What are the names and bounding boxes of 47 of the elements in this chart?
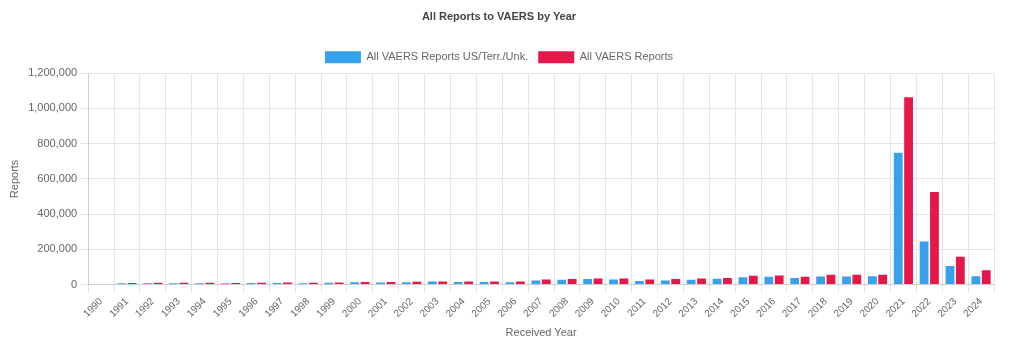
- bar: [593, 278, 603, 285]
- bar: [635, 280, 644, 285]
- bar: [971, 276, 981, 285]
- bar: [609, 279, 618, 285]
- bar: [567, 279, 577, 285]
- bar: [878, 274, 888, 285]
- bar: [479, 281, 489, 285]
- bar: [904, 97, 913, 285]
- bar: [583, 279, 593, 285]
- legend-label: All VAERS Reports US/Terr./Unk.: [366, 50, 529, 63]
- bar: [919, 241, 929, 285]
- bar: [945, 265, 955, 285]
- bar: [557, 279, 567, 285]
- y-tick-label: 400,000: [37, 207, 78, 220]
- bar: [412, 281, 422, 285]
- bar: [842, 276, 851, 285]
- bar: [893, 152, 903, 285]
- y-tick-label: 0: [71, 277, 78, 290]
- bar: [723, 277, 732, 285]
- y-tick-label: 600,000: [37, 171, 78, 184]
- chart-title: All Reports to VAERS by Year: [421, 9, 577, 22]
- y-tick-label: 1,000,000: [28, 101, 78, 114]
- y-tick-label: 1,200,000: [28, 66, 78, 79]
- bar: [790, 278, 800, 285]
- bar: [930, 191, 939, 285]
- bar: [774, 275, 784, 285]
- y-axis-title: Reports: [7, 159, 20, 199]
- bar: [816, 276, 825, 285]
- bar: [671, 279, 681, 285]
- bar: [852, 274, 862, 285]
- bar: [619, 278, 629, 285]
- y-tick-label: 200,000: [37, 242, 78, 255]
- bar: [697, 278, 706, 285]
- bar: [764, 276, 774, 285]
- bar: [748, 275, 758, 285]
- bar: [686, 279, 696, 285]
- bar: [645, 279, 655, 285]
- bar: [867, 276, 877, 285]
- bar: [981, 270, 991, 285]
- legend-label: All VAERS Reports: [579, 50, 674, 63]
- bar: [453, 281, 463, 285]
- bar: [738, 277, 748, 285]
- x-axis-title: Received Year: [505, 326, 577, 339]
- bar: [541, 279, 551, 285]
- bar: [955, 256, 965, 285]
- bar: [438, 281, 448, 285]
- y-tick-label: 800,000: [37, 136, 78, 149]
